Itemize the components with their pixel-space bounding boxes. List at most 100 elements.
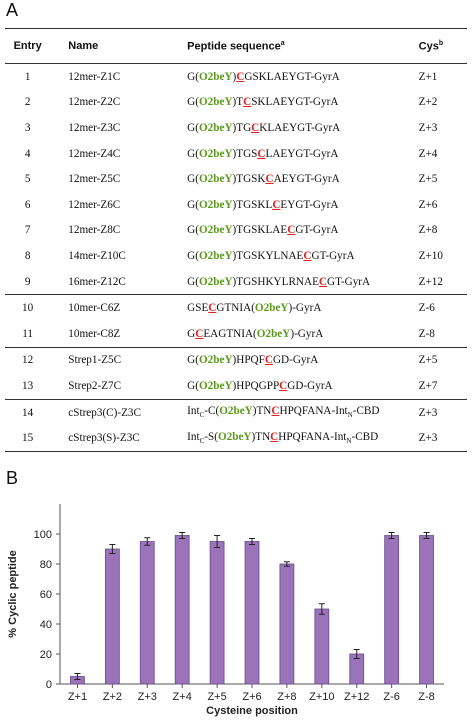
table-row: 15 cStrep3(S)-Z3C IntC-S(O2beY)TNCHPQFANA-…: [5, 425, 467, 452]
table-body: 1 12mer-Z1C G(O2beY)CGSKLAEYGT-GyrA Z+1 2 12m…: [5, 64, 467, 452]
name-cell: 16mer-Z12C: [50, 268, 188, 296]
y-axis-title: % Cyclic peptide: [7, 550, 19, 637]
sequence-text: SKLAEYGT-GyrA: [251, 96, 339, 109]
sequence-cell: G(O2beY)TGSKCAEYGT-GyrA: [187, 166, 419, 192]
name-cell: 12mer-Z4C: [68, 147, 121, 160]
x-tick-label: Z+8: [277, 691, 296, 703]
sequence-text: )TGSKLAE: [232, 224, 288, 237]
header-sequence: Peptide sequencea: [187, 28, 419, 64]
cys-cell: Z+1: [418, 70, 438, 83]
x-tick-label: Z+3: [138, 691, 157, 703]
entry-cell: 6: [24, 198, 31, 211]
entry-cell: 7: [24, 224, 31, 237]
name-cell: 12mer-Z3C: [68, 121, 121, 134]
sequence-text: G(: [187, 198, 199, 211]
x-tick-label: Z-6: [383, 691, 400, 703]
unnatural-residue: O2beY: [198, 121, 233, 134]
sequence-cell: G(O2beY)CGSKLAEYGT-GyrA: [187, 64, 419, 90]
sequence-cell: GSECGTNIA(O2beY)-GyrA: [187, 295, 419, 321]
x-tick-label: Z+6: [242, 691, 261, 703]
unnatural-residue: O2beY: [198, 70, 233, 83]
y-tick-label: 80: [40, 559, 52, 571]
cysteine-residue: C: [208, 302, 217, 315]
sequence-cell: G(O2beY)TGSKLCEYGT-GyrA: [187, 192, 419, 218]
sequence-text: )T: [232, 96, 244, 109]
entry-cell: 15: [5, 425, 51, 452]
name-cell: Strep2-Z7C: [50, 373, 188, 400]
sequence-text: )TGSK: [232, 173, 266, 186]
sequence-cell: G(O2beY)TGSCLAEYGT-GyrA: [187, 141, 419, 167]
cysteine-residue: C: [257, 147, 266, 160]
sequence-text: AEYGT-GyrA: [273, 173, 340, 186]
table-row: 6 12mer-Z6C G(O2beY)TGSKLCEYGT-GyrA Z+6: [5, 192, 467, 218]
name-cell: 10mer-C6Z: [68, 302, 121, 315]
sequence-text: )TN: [252, 405, 272, 418]
sequence-text: )TGSKL: [232, 198, 273, 211]
cys-cell: Z+5: [418, 173, 438, 186]
sequence-text: GTNIA(: [216, 302, 255, 315]
table-row: 9 16mer-Z12C G(O2beY)TGSHKYLRNAECGT-GyrA Z+…: [5, 268, 467, 296]
intein-subscript: C: [199, 437, 205, 446]
header-name: Name: [50, 28, 188, 64]
cys-cell: Z+5: [418, 354, 438, 367]
sequence-text: -C(: [204, 405, 220, 418]
sequence-text: Int: [187, 405, 200, 418]
cysteine-residue: C: [270, 430, 279, 443]
entry-cell: 1: [24, 70, 31, 83]
bar-Z+6: [244, 541, 260, 685]
cysteine-residue: C: [318, 275, 328, 288]
entry-cell: 4: [24, 147, 31, 160]
sequence-text: )TN: [251, 430, 271, 443]
bar-Z-6: [384, 535, 400, 685]
footnote-a-marker: a: [280, 39, 285, 47]
x-tick-label: Z-8: [418, 691, 435, 703]
table-row: 13 Strep2-Z7C G(O2beY)HPQGPPCGD-GyrA Z+7: [5, 373, 467, 400]
x-tick-label: Z+5: [207, 691, 226, 703]
unnatural-residue: O2beY: [219, 405, 253, 418]
sequence-cell: G(O2beY)TGSHKYLRNAECGT-GyrA: [187, 268, 419, 296]
entry-cell: 13: [5, 373, 51, 400]
entry-cell: 8: [24, 249, 31, 262]
sequence-text: G(: [187, 354, 199, 367]
cysteine-residue: C: [251, 121, 260, 134]
cys-cell: Z+8: [418, 224, 438, 237]
sequence-text: GT-GyrA: [311, 249, 355, 262]
entry-cell: 11: [5, 320, 51, 348]
name-cell: 12mer-Z1C: [68, 70, 121, 83]
sequence-text: )TGS: [232, 147, 258, 160]
intein-subscript: C: [199, 411, 205, 420]
sequence-text: GT-GyrA: [295, 224, 339, 237]
entry-cell: 12: [22, 354, 34, 367]
entry-cell: 14: [22, 406, 34, 419]
table-row: 14 cStrep3(C)-Z3C IntC-C(O2beY)TNCHPQFANA-…: [5, 399, 467, 425]
cysteine-residue: C: [264, 354, 273, 367]
sequence-cell: G(O2beY)HPQGPPCGD-GyrA: [187, 373, 419, 400]
sequence-text: )-GyrA: [288, 302, 322, 315]
cys-cell: Z+12: [418, 268, 467, 296]
y-tick-label: 100: [34, 529, 52, 541]
name-cell: 10mer-C8Z: [50, 320, 188, 348]
panel-a-label: A: [6, 0, 19, 20]
x-tick-label: Z+2: [103, 691, 122, 703]
unnatural-residue: O2beY: [198, 96, 233, 109]
unnatural-residue: O2beY: [198, 354, 233, 367]
sequence-text: HPQFANA-Int: [278, 430, 347, 443]
y-tick-label: 60: [40, 589, 52, 601]
unnatural-residue: O2beY: [198, 275, 233, 288]
sequence-text: -CBD: [352, 405, 380, 418]
sequence-text: )HPQGPP: [232, 379, 280, 392]
y-tick-label: 0: [46, 679, 52, 691]
bar-Z+2: [104, 548, 120, 685]
panel-b-label: B: [6, 468, 19, 488]
cysteine-residue: C: [287, 224, 296, 237]
sequence-text: )TGSHKYLRNAE: [232, 275, 319, 288]
name-cell: cStrep3(S)-Z3C: [50, 425, 188, 452]
sequence-text: G(: [187, 147, 199, 160]
table-row: 7 12mer-Z8C G(O2beY)TGSKLAECGT-GyrA Z+8: [5, 218, 467, 244]
sequence-cell: G(O2beY)HPQFCGD-GyrA: [187, 347, 419, 373]
table-row: 11 10mer-C8Z GCEAGTNIA(O2beY)-GyrA Z-8: [5, 320, 467, 348]
entry-cell: 5: [24, 173, 31, 186]
sequence-text: G(: [187, 173, 199, 186]
table-row: 8 14mer-Z10C G(O2beY)TGSKYLNAECGT-GyrA Z+10: [5, 243, 467, 269]
cys-cell: Z+10: [418, 249, 443, 262]
